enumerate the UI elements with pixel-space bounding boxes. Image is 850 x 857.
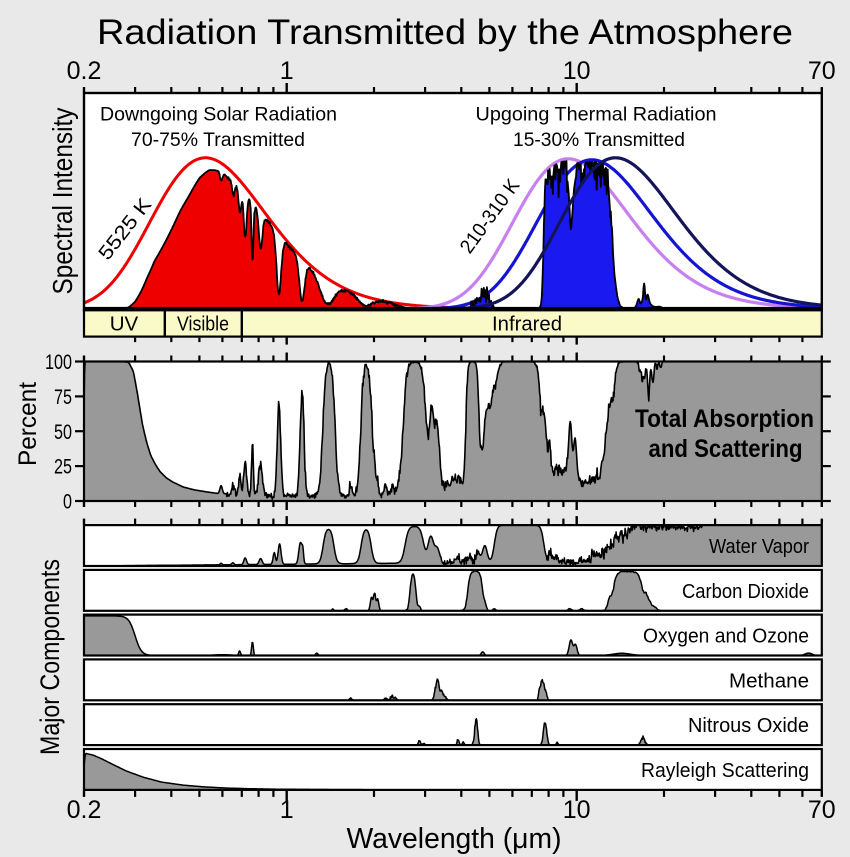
svg-text:0: 0	[63, 491, 72, 514]
svg-text:10: 10	[563, 796, 591, 824]
svg-text:70: 70	[808, 796, 836, 824]
svg-text:Oxygen and Ozone: Oxygen and Ozone	[643, 625, 809, 648]
svg-text:0.2: 0.2	[67, 57, 102, 85]
svg-text:Water Vapor: Water Vapor	[709, 535, 809, 558]
svg-text:10: 10	[563, 57, 591, 85]
svg-text:1: 1	[280, 57, 294, 85]
svg-text:Percent: Percent	[14, 382, 42, 466]
svg-text:Major Components: Major Components	[35, 559, 65, 755]
svg-text:Radiation Transmitted by the A: Radiation Transmitted by the Atmosphere	[97, 13, 793, 52]
svg-text:UV: UV	[110, 313, 139, 336]
svg-text:0.2: 0.2	[67, 796, 102, 824]
svg-text:Visible: Visible	[177, 313, 229, 336]
svg-text:15-30% Transmitted: 15-30% Transmitted	[513, 129, 685, 151]
svg-text:Rayleigh Scattering: Rayleigh Scattering	[641, 759, 809, 782]
svg-text:and Scattering: and Scattering	[649, 435, 803, 463]
svg-text:Total Absorption: Total Absorption	[635, 405, 814, 433]
svg-text:Infrared: Infrared	[492, 313, 562, 336]
svg-text:50: 50	[54, 421, 72, 444]
svg-text:Nitrous Oxide: Nitrous Oxide	[688, 714, 809, 737]
svg-text:25: 25	[54, 456, 72, 479]
svg-text:Upgoing Thermal Radiation: Upgoing Thermal Radiation	[476, 104, 717, 126]
svg-text:70-75% Transmitted: 70-75% Transmitted	[131, 129, 305, 151]
svg-text:Carbon Dioxide: Carbon Dioxide	[682, 580, 809, 603]
svg-text:Downgoing Solar Radiation: Downgoing Solar Radiation	[100, 104, 337, 126]
svg-text:Methane: Methane	[729, 669, 809, 692]
svg-text:75: 75	[54, 386, 72, 409]
svg-text:100: 100	[45, 351, 72, 374]
svg-text:Spectral Intensity: Spectral Intensity	[47, 108, 78, 295]
svg-text:Wavelength (μm): Wavelength (μm)	[347, 823, 562, 855]
svg-text:70: 70	[808, 57, 836, 85]
svg-text:1: 1	[280, 796, 294, 824]
